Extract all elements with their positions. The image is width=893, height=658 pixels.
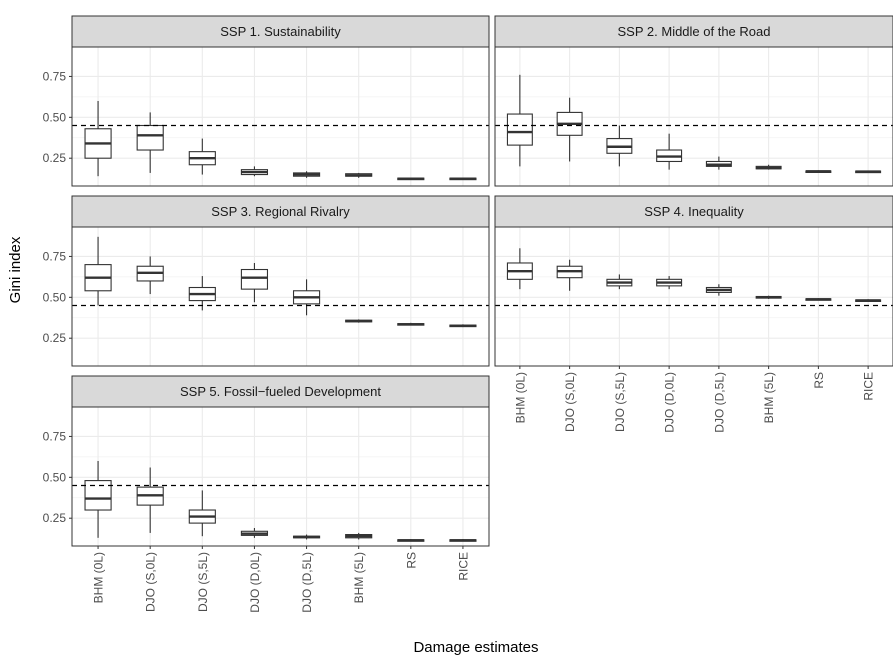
x-tick-label: RS [812, 372, 826, 389]
y-tick-label: 0.50 [43, 290, 67, 304]
y-tick-label: 0.50 [43, 110, 67, 124]
boxplot-3 [188, 138, 216, 175]
facet-strip [494, 195, 893, 228]
y-axis-title: Gini index [7, 236, 24, 303]
x-tick-label: DJO (D,0L) [248, 552, 262, 613]
boxplot-5 [292, 171, 321, 178]
x-tick-label: DJO (S,0L) [563, 372, 577, 432]
facet-strip [71, 15, 490, 48]
panel-background [495, 47, 893, 186]
x-tick-label: DJO (S,5L) [613, 372, 627, 432]
boxplot-1 [84, 100, 112, 177]
facet-title: SSP 1. Sustainability [220, 24, 341, 39]
boxplot-6 [345, 532, 373, 540]
box [240, 268, 269, 290]
facet-panel: SSP 3. Regional Rivalry 0.25 0.50 0.75 [43, 195, 490, 367]
facet-panel: SSP 2. Middle of the Road [494, 15, 893, 187]
x-tick-label: BHM (5L) [352, 552, 366, 603]
boxplot-5 [292, 534, 321, 540]
y-tick-label: 0.75 [43, 249, 67, 263]
x-tick-label: BHM (5L) [762, 372, 776, 423]
boxplot-4 [656, 276, 683, 290]
y-tick-label: 0.25 [43, 151, 67, 165]
boxplot-1 [506, 248, 533, 290]
facet-title: SSP 4. Inequality [644, 204, 744, 219]
x-tick-label: DJO (D,5L) [300, 552, 314, 613]
facet-title: SSP 2. Middle of the Road [618, 24, 771, 39]
boxplot-6 [755, 164, 782, 170]
boxplot-2 [136, 112, 164, 173]
boxplot-3 [188, 490, 216, 537]
boxplot-6 [345, 172, 373, 178]
x-tick-label: DJO (D,0L) [663, 372, 677, 433]
box [84, 480, 112, 511]
x-tick-label: DJO (S,0L) [144, 552, 158, 612]
facet-panel: SSP 1. Sustainability 0.25 0.50 0.75 [43, 15, 490, 187]
panel-background [495, 227, 893, 366]
x-tick-label: BHM (0L) [92, 552, 106, 603]
boxplot-4 [240, 166, 269, 177]
boxplot-2 [556, 259, 583, 291]
panel-border [494, 46, 893, 187]
boxplot-6 [345, 319, 373, 323]
x-tick-label: RS [404, 552, 418, 569]
boxplot-5 [705, 284, 732, 296]
y-tick-label: 0.50 [43, 470, 67, 484]
boxplot-3 [188, 276, 216, 311]
facet-strip [71, 375, 490, 408]
facet-panel: SSP 5. Fossil−fueled Development 0.25 0.50… [43, 375, 490, 613]
boxplot-8 [449, 324, 477, 328]
boxplot-8 [855, 299, 882, 302]
boxplot-7 [397, 539, 425, 542]
boxplot-8 [449, 177, 477, 181]
boxplot-8 [449, 539, 477, 542]
boxplot-7 [805, 298, 832, 301]
y-tick-label: 0.25 [43, 331, 67, 345]
facet-panel: SSP 4. Inequality BHM (0L) DJO (S,0L) DJO (… [494, 195, 893, 433]
x-tick-label: DJO (S,5L) [196, 552, 210, 612]
facet-title: SSP 3. Regional Rivalry [211, 204, 350, 219]
boxplot-3 [606, 274, 633, 290]
boxplot-2 [136, 467, 164, 533]
y-tick-label: 0.75 [43, 429, 67, 443]
panel-border [71, 226, 490, 367]
panel-background [72, 227, 489, 366]
x-tick-label: BHM (0L) [513, 372, 527, 423]
panel-background [72, 47, 489, 186]
boxplot-7 [805, 170, 832, 174]
boxplot-6 [755, 295, 782, 299]
panel-border [71, 46, 490, 187]
boxplot-7 [397, 322, 425, 326]
y-tick-label: 0.25 [43, 511, 67, 525]
x-tick-label: RICE [862, 372, 876, 401]
boxplot-4 [656, 133, 683, 170]
boxplot-7 [397, 177, 425, 181]
facet-strip [494, 15, 893, 48]
panel-border [494, 226, 893, 367]
panel-background [72, 407, 489, 546]
panel-border [71, 406, 490, 547]
boxplot-1 [506, 74, 533, 167]
x-axis-title: Damage estimates [413, 639, 538, 656]
boxplot-2 [136, 256, 164, 295]
box [136, 124, 164, 151]
x-tick-label: RICE [456, 552, 470, 581]
boxplot-3 [606, 125, 633, 167]
boxplot-2 [556, 97, 583, 162]
boxplot-1 [84, 460, 112, 538]
boxplot-8 [855, 170, 882, 174]
boxplot-4 [240, 262, 269, 303]
boxplot-5 [705, 156, 732, 170]
x-tick-label: DJO (D,5L) [712, 372, 726, 433]
box [506, 113, 533, 146]
facet-title: SSP 5. Fossil−fueled Development [180, 384, 381, 399]
boxplot-4 [240, 528, 269, 538]
boxplot-1 [84, 236, 112, 306]
y-tick-label: 0.75 [43, 69, 67, 83]
